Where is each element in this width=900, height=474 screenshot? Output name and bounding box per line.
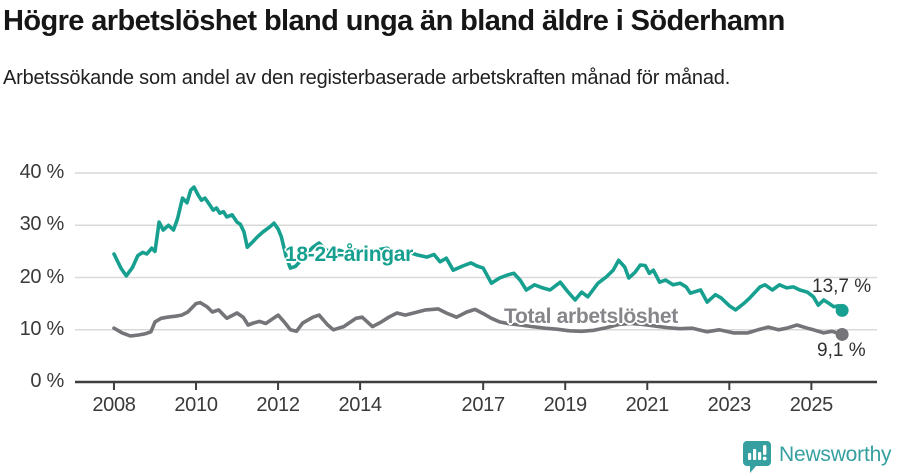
bar-chart-speech-bubble-icon (743, 441, 771, 473)
x-tick-label: 2008 (92, 394, 136, 416)
x-tick-label: 2021 (625, 394, 670, 416)
y-tick-label: 30 % (19, 213, 65, 236)
chart-title: Högre arbetslöshet bland unga än bland ä… (3, 5, 785, 37)
y-tick-label: 10 % (19, 317, 65, 340)
y-tick-label: 40 % (19, 161, 65, 183)
y-tick-label: 0 % (30, 370, 64, 392)
series-line-young (112, 185, 844, 313)
end-value-label-total: 9,1 % (817, 340, 866, 361)
x-tick-label: 2012 (256, 394, 300, 416)
x-tick-label: 2019 (543, 394, 588, 416)
brand-name: Newsworthy (779, 443, 892, 466)
line-chart-canvas (75, 172, 877, 390)
y-tick-label: 20 % (19, 265, 65, 288)
series-endpoint-dot-young (835, 303, 849, 317)
series-label-young: 18-24-åringar (285, 243, 413, 266)
brand-footer: Newsworthy (742, 440, 900, 474)
x-tick-label: 2025 (789, 394, 834, 416)
series-endpoint-dot-total (835, 327, 849, 341)
x-tick-label: 2023 (707, 394, 752, 416)
chart-subtitle: Arbetssökande som andel av den registerb… (3, 67, 731, 89)
series-label-total: Total arbetslöshet (504, 305, 678, 328)
end-value-label-young: 13,7 % (812, 276, 872, 297)
x-tick-label: 2010 (174, 394, 218, 416)
series-line-total (112, 300, 844, 338)
line-chart-figure: 18-24-åringar Total arbetslöshet 13,7 % … (0, 140, 900, 425)
x-tick-label: 2017 (461, 394, 506, 416)
x-tick-label: 2014 (338, 394, 382, 416)
